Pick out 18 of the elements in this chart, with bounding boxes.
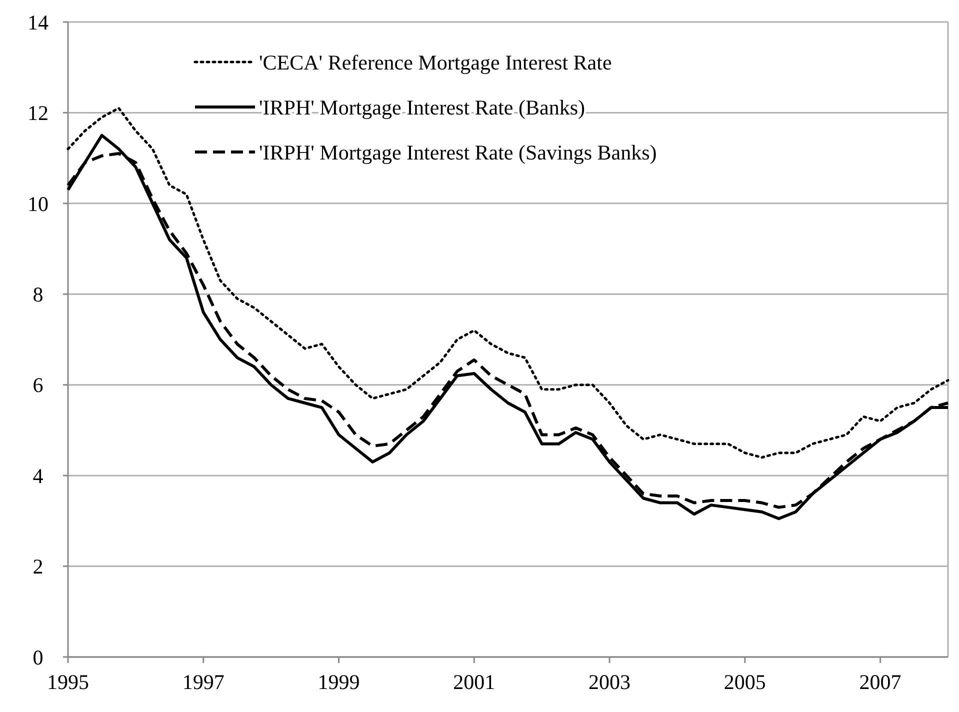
y-tick-label: 0 [32,645,44,670]
y-tick-label: 8 [32,282,44,306]
y-tick-label: 14 [28,10,49,34]
y-tick-label: 4 [32,464,44,488]
legend-label: 'IRPH' Mortgage Interest Rate (Banks) [259,95,585,120]
y-tick-label: 10 [28,192,48,216]
y-tick-label: 12 [28,101,48,126]
x-tick-label: 2007 [859,670,902,694]
legend-label: 'CECA' Reference Mortgage Interest Rate [259,50,612,74]
legend-label: 'IRPH' Mortgage Interest Rate (Savings Banks) [259,140,657,164]
x-tick-label: 2005 [724,670,766,694]
y-tick-label: 2 [32,554,44,579]
x-tick-label: 1997 [182,670,224,694]
x-tick-label: 1995 [47,670,89,694]
y-tick-label: 6 [32,373,44,398]
x-tick-label: 2003 [588,670,631,694]
x-tick-label: 1999 [318,670,360,694]
x-tick-label: 2001 [453,670,496,694]
